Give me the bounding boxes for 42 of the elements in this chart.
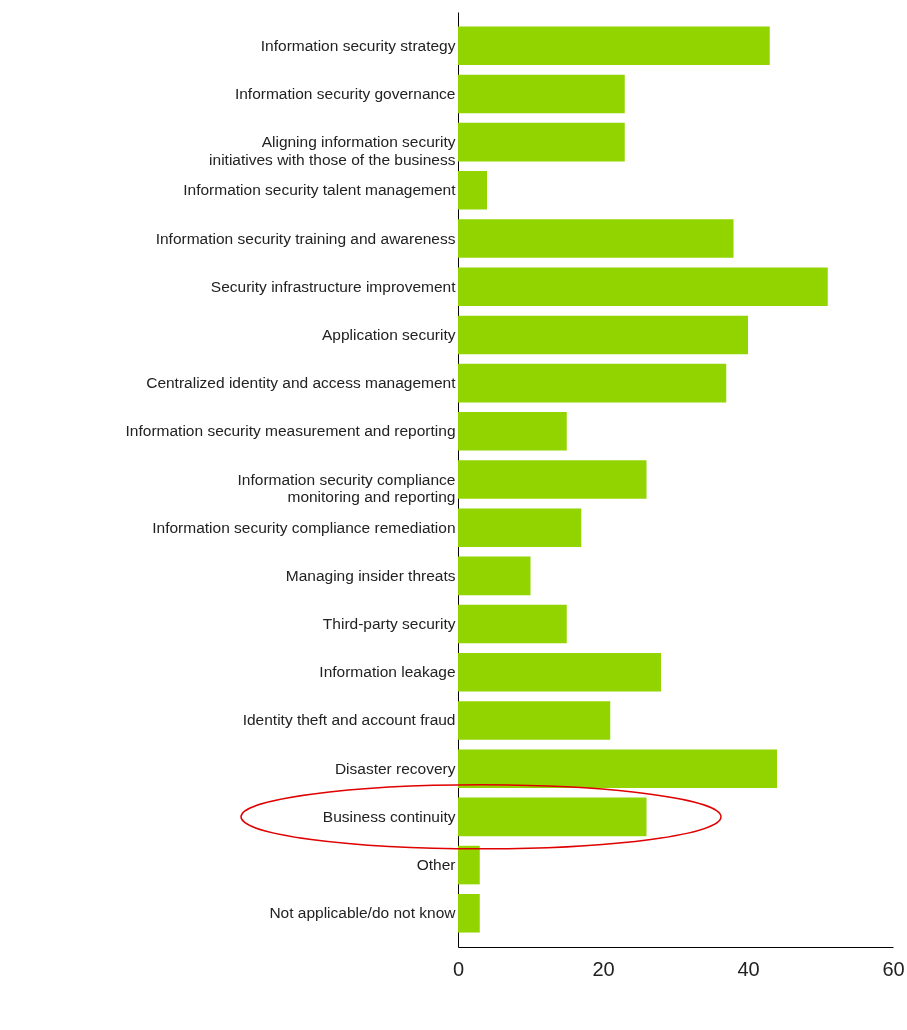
bar [458,893,480,933]
bar [458,460,647,499]
y-tick-label: Information security measurement and reporting [125,422,456,440]
bar [458,653,661,692]
y-tick-label: Information leakage [319,663,456,681]
y-tick-label: Information security talent management [183,181,457,199]
y-tick-label: Information security compliance monitoring and reporting [237,470,456,505]
x-tick-label: 60 [882,957,905,980]
x-tick-label: 0 [452,957,465,980]
y-tick-label: Managing insider threats [285,566,456,584]
bar [458,122,625,162]
bar [458,171,487,210]
y-tick-label: Business continuity [322,807,456,825]
y-tick-label: Security infrastructure improvement [210,277,457,295]
y-tick-label: Information security training and awareness [155,229,456,247]
y-tick-label: Aligning information security initiatives with those of the business [209,133,456,168]
x-tick-label: 20 [592,957,615,980]
y-tick-label: Centralized identity and access management [146,374,457,392]
bar [458,508,582,547]
bar [458,26,770,66]
bar [458,74,625,114]
y-tick-label: Application security [321,325,456,343]
y-tick-label: Information security governance [234,84,456,102]
bar [458,556,531,596]
x-tick-label: 40 [737,957,760,980]
y-tick-label: Disaster recovery [334,759,456,777]
y-tick-label: Information security strategy [260,36,456,54]
bar [458,604,567,644]
y-tick-label: Identity theft and account fraud [242,711,456,729]
y-tick-label: Not applicable/do not know [269,904,457,922]
bar [458,845,480,885]
bar [458,267,828,306]
y-tick-label: Other [416,856,456,874]
y-tick-label: Information security compliance remediation [152,518,456,536]
y-tick-label: Third-party security [322,615,456,633]
bar [458,797,647,837]
bar [458,363,727,403]
bar [458,749,777,788]
bar [458,315,748,355]
bar [458,219,734,258]
bar [458,701,611,740]
bar [458,412,567,451]
